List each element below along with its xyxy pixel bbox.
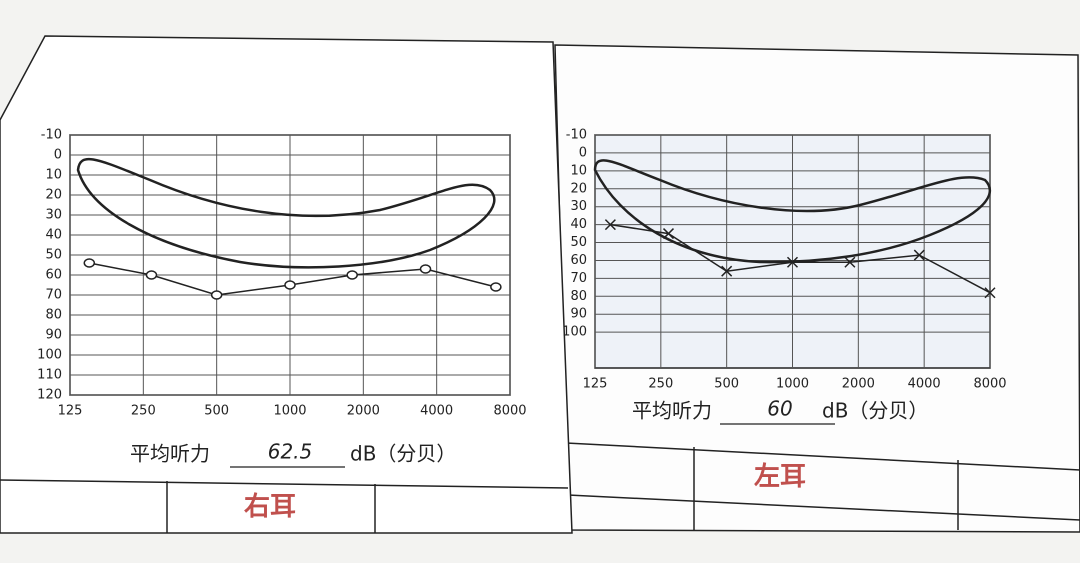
y-tick-label: 100 [37, 348, 62, 363]
average-value: 62.5 [268, 440, 313, 464]
point [419, 264, 432, 274]
speech-banana [76, 157, 496, 269]
caption: 平均听力 [632, 399, 712, 423]
x-tick-label: 1000 [273, 404, 306, 419]
x-tick-label: 500 [714, 377, 739, 392]
point [83, 258, 96, 268]
x-tick-label: 4000 [420, 404, 453, 419]
y-tick-label: 30 [570, 199, 587, 214]
y-tick-label: 10 [45, 168, 62, 183]
x-tick-label: 2000 [347, 404, 380, 419]
y-tick-label: 50 [570, 235, 587, 250]
x-tick-label: 125 [583, 377, 608, 392]
ear-label: 右耳 [244, 492, 296, 522]
point [210, 290, 223, 300]
point [346, 270, 358, 280]
unit: dB（分贝） [822, 399, 928, 423]
point [913, 249, 925, 261]
y-tick-label: 120 [37, 388, 62, 403]
x-tick-label: 4000 [908, 377, 941, 392]
speech-banana [593, 159, 991, 264]
y-tick-label: 100 [562, 325, 587, 340]
point [490, 282, 502, 292]
ear-label: 左耳 [754, 462, 806, 492]
chart: -10 0 10 20 30 40 50 60 70 80 90 100 125 250 500 1000 20… [562, 128, 1006, 493]
x-tick-label: 250 [131, 404, 156, 419]
y-tick-label: 60 [570, 253, 587, 268]
y-tick-label: 0 [579, 145, 587, 160]
y-tick-label: 90 [570, 307, 587, 322]
y-tick-label: 90 [45, 328, 62, 343]
y-tick-label: -10 [41, 128, 62, 143]
y-tick-label: -10 [566, 128, 587, 143]
x-tick-label: 1000 [776, 377, 809, 392]
y-tick-label: 0 [54, 148, 62, 163]
x-tick-label: 250 [648, 377, 673, 392]
x-tick-label: 2000 [842, 377, 875, 392]
point [284, 280, 296, 290]
caption: 平均听力 [130, 442, 210, 466]
point [721, 265, 733, 277]
point [844, 256, 856, 268]
x-tick-label: 500 [204, 404, 229, 419]
x-tick-label: 125 [58, 404, 83, 419]
unit: dB（分贝） [350, 442, 456, 466]
y-tick-label: 80 [570, 289, 587, 304]
y-tick-label: 70 [45, 288, 62, 303]
point [604, 219, 616, 231]
y-tick-label: 80 [45, 308, 62, 323]
x-tick-label: 8000 [493, 404, 526, 419]
y-tick-label: 50 [45, 248, 62, 263]
x-tick-label: 8000 [973, 377, 1006, 392]
y-tick-label: 40 [570, 217, 587, 232]
y-tick-label: 20 [45, 188, 62, 203]
point [786, 256, 799, 268]
average-value: 60 [767, 397, 792, 421]
y-tick-label: 40 [45, 228, 62, 243]
y-tick-label: 10 [570, 163, 587, 178]
y-tick-label: 110 [37, 368, 62, 383]
y-tick-label: 70 [570, 271, 587, 286]
y-tick-label: 20 [570, 181, 587, 196]
y-tick-label: 30 [45, 208, 62, 223]
point [662, 228, 675, 240]
point [984, 287, 996, 299]
point [145, 270, 158, 280]
y-tick-label: 60 [45, 268, 62, 283]
